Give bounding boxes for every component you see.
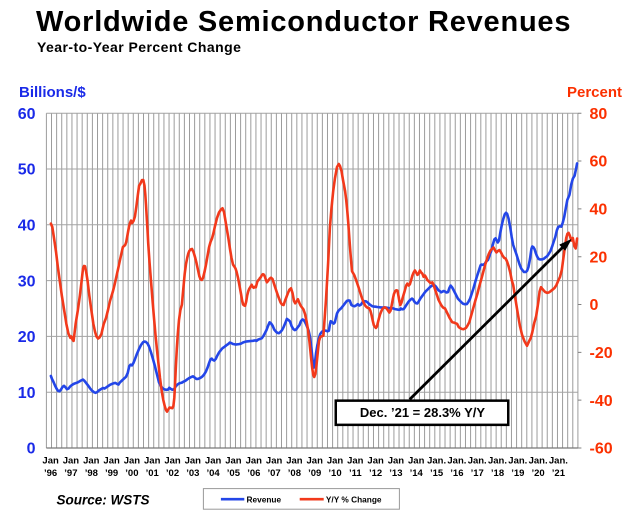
svg-text:’10: ’10 bbox=[328, 468, 341, 479]
svg-text:40: 40 bbox=[18, 218, 36, 235]
svg-text:’16: ’16 bbox=[450, 468, 463, 479]
svg-text:-60: -60 bbox=[590, 441, 613, 458]
svg-text:Jan: Jan bbox=[246, 456, 263, 467]
svg-text:’20: ’20 bbox=[531, 468, 544, 479]
svg-text:Jan: Jan bbox=[205, 456, 222, 467]
svg-text:60: 60 bbox=[590, 154, 608, 171]
svg-text:20: 20 bbox=[590, 249, 608, 266]
svg-text:Revenue: Revenue bbox=[247, 495, 282, 505]
svg-text:’99: ’99 bbox=[105, 468, 118, 479]
svg-text:Jan: Jan bbox=[347, 456, 364, 467]
svg-text:’11: ’11 bbox=[349, 468, 362, 479]
svg-text:’01: ’01 bbox=[146, 468, 160, 479]
svg-text:’96: ’96 bbox=[44, 468, 57, 479]
svg-text:’19: ’19 bbox=[511, 468, 524, 479]
svg-text:Jan: Jan bbox=[367, 456, 384, 467]
svg-text:Jan: Jan bbox=[103, 456, 120, 467]
svg-text:Jan: Jan bbox=[307, 456, 324, 467]
svg-text:’17: ’17 bbox=[471, 468, 484, 479]
svg-text:Jan.: Jan. bbox=[488, 456, 507, 467]
svg-text:0: 0 bbox=[590, 297, 599, 314]
svg-text:Jan: Jan bbox=[327, 456, 344, 467]
svg-text:20: 20 bbox=[18, 329, 36, 346]
svg-text:Jan: Jan bbox=[408, 456, 425, 467]
svg-text:Jan.: Jan. bbox=[447, 456, 466, 467]
svg-text:’98: ’98 bbox=[85, 468, 98, 479]
svg-text:Source: WSTS: Source: WSTS bbox=[57, 493, 150, 508]
svg-text:Jan: Jan bbox=[286, 456, 303, 467]
svg-text:Jan: Jan bbox=[124, 456, 141, 467]
svg-text:Jan: Jan bbox=[225, 456, 242, 467]
svg-text:Jan: Jan bbox=[83, 456, 100, 467]
svg-text:’13: ’13 bbox=[389, 468, 402, 479]
svg-text:40: 40 bbox=[590, 202, 608, 219]
svg-text:Jan: Jan bbox=[42, 456, 59, 467]
svg-text:’07: ’07 bbox=[267, 468, 280, 479]
svg-text:’02: ’02 bbox=[166, 468, 179, 479]
svg-text:Jan: Jan bbox=[388, 456, 405, 467]
svg-text:’00: ’00 bbox=[125, 468, 138, 479]
svg-text:Jan: Jan bbox=[266, 456, 283, 467]
svg-text:’06: ’06 bbox=[247, 468, 260, 479]
svg-text:Jan: Jan bbox=[185, 456, 202, 467]
svg-text:’12: ’12 bbox=[369, 468, 382, 479]
svg-text:10: 10 bbox=[18, 385, 36, 402]
svg-text:’21: ’21 bbox=[552, 468, 566, 479]
svg-text:30: 30 bbox=[18, 273, 36, 290]
svg-text:’18: ’18 bbox=[491, 468, 504, 479]
svg-text:’05: ’05 bbox=[227, 468, 241, 479]
svg-text:-20: -20 bbox=[590, 345, 613, 362]
svg-text:’15: ’15 bbox=[430, 468, 444, 479]
svg-text:Year-to-Year Percent Change: Year-to-Year Percent Change bbox=[37, 39, 241, 55]
svg-text:’14: ’14 bbox=[410, 468, 424, 479]
svg-text:Percent: Percent bbox=[567, 84, 622, 101]
svg-text:Y/Y % Change: Y/Y % Change bbox=[326, 495, 382, 505]
svg-text:50: 50 bbox=[18, 162, 36, 179]
svg-text:’03: ’03 bbox=[186, 468, 199, 479]
svg-text:Jan: Jan bbox=[144, 456, 161, 467]
svg-text:Billions/$: Billions/$ bbox=[19, 84, 86, 101]
svg-text:Jan: Jan bbox=[63, 456, 80, 467]
svg-text:Jan.: Jan. bbox=[508, 456, 527, 467]
svg-text:Worldwide Semiconductor Revenu: Worldwide Semiconductor Revenues bbox=[36, 6, 571, 38]
svg-text:’04: ’04 bbox=[206, 468, 220, 479]
svg-text:60: 60 bbox=[18, 106, 36, 123]
svg-text:Jan.: Jan. bbox=[549, 456, 568, 467]
svg-text:Jan.: Jan. bbox=[468, 456, 487, 467]
svg-text:’08: ’08 bbox=[288, 468, 301, 479]
svg-text:Jan.: Jan. bbox=[427, 456, 446, 467]
svg-text:-40: -40 bbox=[590, 393, 613, 410]
svg-text:’97: ’97 bbox=[64, 468, 77, 479]
svg-text:Jan: Jan bbox=[164, 456, 181, 467]
svg-text:’09: ’09 bbox=[308, 468, 321, 479]
svg-text:80: 80 bbox=[590, 106, 608, 123]
svg-text:0: 0 bbox=[27, 441, 36, 458]
svg-text:Jan.: Jan. bbox=[529, 456, 548, 467]
svg-text:Dec. ’21 = 28.3% Y/Y: Dec. ’21 = 28.3% Y/Y bbox=[360, 405, 485, 420]
